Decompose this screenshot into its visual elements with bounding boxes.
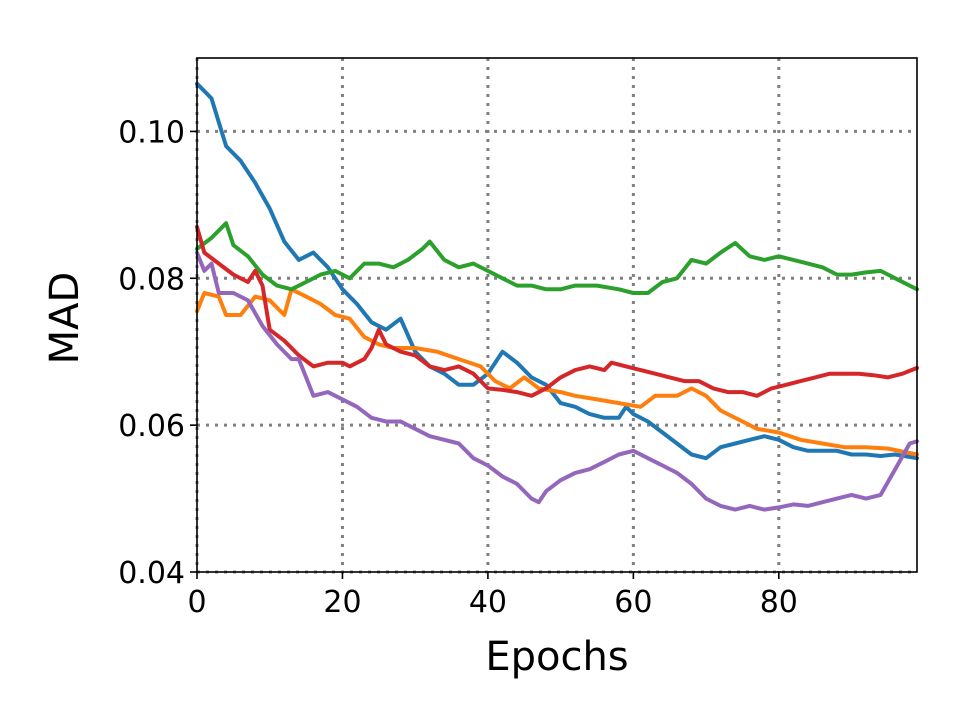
x-tick-label: 80: [760, 585, 798, 620]
series-line-1: [195, 81, 919, 461]
series-lines: [195, 81, 919, 512]
grid-lines: [195, 58, 917, 574]
x-tick-label: 0: [187, 585, 206, 620]
y-tick-label: 0.04: [118, 556, 185, 591]
x-tick-label: 40: [469, 585, 507, 620]
series-line-3: [195, 221, 919, 295]
x-axis-title: Epochs: [485, 634, 628, 680]
y-axis-title: MAD: [42, 272, 88, 365]
y-tick-label: 0.08: [118, 262, 185, 297]
plot-frame: [196, 57, 918, 573]
series-line-2: [195, 287, 919, 457]
x-tick-label: 60: [614, 585, 652, 620]
y-tick-label: 0.10: [118, 115, 185, 150]
series-line-4: [195, 224, 919, 398]
x-tick-label: 20: [323, 585, 361, 620]
y-tick-label: 0.06: [118, 409, 185, 444]
series-line-5: [195, 250, 919, 512]
axis-ticks: 0 20 40 60 80 0.04 0.06 0.08 0.10: [118, 115, 798, 620]
